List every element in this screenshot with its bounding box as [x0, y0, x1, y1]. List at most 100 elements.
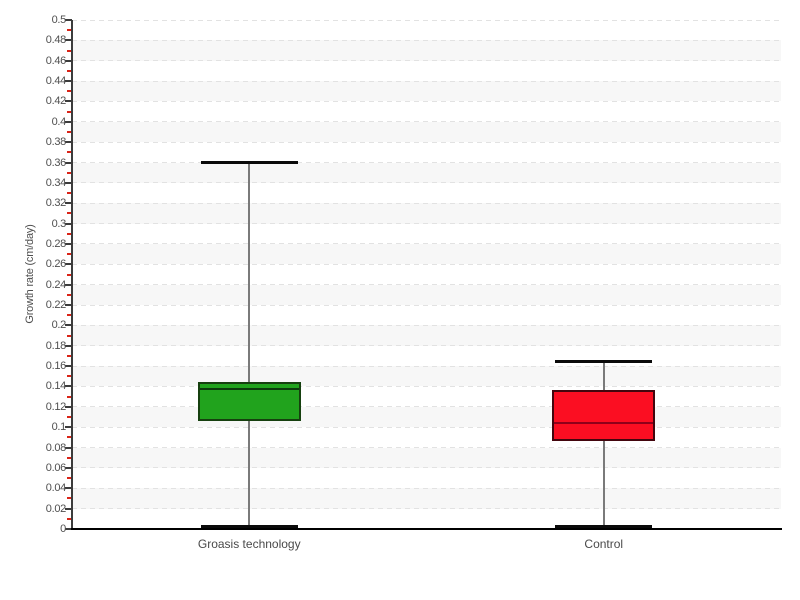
- y-tick-label: 0.26: [45, 258, 67, 271]
- y-axis-tick: [65, 487, 72, 490]
- y-axis-tick: [65, 181, 72, 184]
- gridline: [72, 141, 781, 143]
- median-line: [199, 388, 299, 391]
- y-axis-minor-tick: [67, 192, 71, 195]
- y-axis-tick: [65, 405, 72, 408]
- y-tick-label: 0.04: [45, 482, 67, 495]
- y-tick-label: 0.1: [51, 421, 67, 434]
- y-axis-tick: [65, 507, 72, 510]
- y-axis-tick: [65, 283, 72, 286]
- y-tick-label: 0.34: [45, 176, 67, 189]
- y-axis-tick: [65, 263, 72, 266]
- gridline: [72, 80, 781, 82]
- whisker-cap: [555, 359, 653, 363]
- plot-band: [72, 243, 781, 265]
- gridline: [72, 162, 781, 164]
- x-category-label: Control: [584, 537, 624, 551]
- plot-band: [72, 345, 781, 367]
- y-axis-minor-tick: [67, 253, 71, 256]
- y-axis-tick: [65, 39, 72, 42]
- gridline: [72, 60, 781, 62]
- y-axis-tick: [65, 365, 72, 368]
- y-axis-tick: [65, 19, 72, 21]
- y-tick-label: 0.22: [45, 299, 67, 312]
- y-tick-label: 0.38: [45, 136, 67, 149]
- y-tick-label: 0.16: [45, 360, 67, 373]
- gridline: [72, 304, 781, 306]
- gridline: [72, 345, 781, 347]
- y-tick-label: 0.44: [45, 75, 67, 88]
- whisker-line: [248, 162, 251, 527]
- plot-band: [72, 182, 781, 204]
- y-tick-label: 0.42: [45, 95, 67, 108]
- y-axis-tick: [65, 222, 72, 225]
- y-tick-label: 0.08: [45, 441, 67, 454]
- plot-band: [72, 406, 781, 428]
- y-tick-label: 0.36: [45, 156, 67, 169]
- gridline: [72, 487, 781, 489]
- plot-band: [72, 162, 781, 183]
- y-axis-minor-tick: [67, 273, 71, 276]
- gridline: [72, 243, 781, 245]
- y-axis-minor-tick: [67, 293, 71, 296]
- y-tick-label: 0.46: [45, 54, 67, 67]
- x-category-label: Groasis technology: [197, 537, 301, 551]
- plot-band: [72, 60, 781, 82]
- y-axis-minor-tick: [67, 151, 71, 154]
- y-axis-minor-tick: [67, 517, 71, 520]
- median-line: [554, 422, 654, 425]
- gridline: [72, 365, 781, 367]
- plot-band: [72, 305, 781, 326]
- x-axis-line: [71, 528, 782, 530]
- y-tick-label: 0.02: [45, 502, 67, 515]
- box: [197, 382, 301, 422]
- y-axis-minor-tick: [67, 477, 71, 480]
- gridline: [72, 284, 781, 286]
- y-axis-tick: [65, 120, 72, 123]
- gridline: [72, 426, 781, 428]
- gridline: [72, 447, 781, 449]
- y-axis-tick: [65, 141, 72, 144]
- y-axis-minor-tick: [67, 395, 71, 398]
- y-axis-minor-tick: [67, 375, 71, 378]
- plot-band: [72, 203, 781, 224]
- y-axis-minor-tick: [67, 130, 71, 133]
- y-axis-line: [71, 20, 73, 529]
- gridline: [72, 385, 781, 387]
- gridline: [72, 202, 781, 204]
- plot-band: [72, 366, 781, 387]
- y-axis-tick: [65, 426, 72, 429]
- gridline: [72, 263, 781, 265]
- plot-band: [72, 40, 781, 61]
- plot-band: [72, 81, 781, 102]
- y-axis-tick: [65, 344, 72, 347]
- y-tick-label: 0.32: [45, 197, 67, 210]
- plot-band: [72, 121, 781, 143]
- gridline: [72, 100, 781, 102]
- y-tick-label: 0.5: [51, 14, 67, 26]
- plot-band: [72, 325, 781, 346]
- y-tick-label: 0.4: [51, 115, 67, 128]
- box: [552, 390, 656, 441]
- y-axis-minor-tick: [67, 436, 71, 439]
- plot-band: [72, 467, 781, 489]
- plot-band: [72, 223, 781, 244]
- y-axis-minor-tick: [67, 49, 71, 52]
- y-axis-minor-tick: [67, 334, 71, 337]
- y-tick-label: 0.06: [45, 461, 67, 474]
- y-axis-minor-tick: [67, 416, 71, 419]
- plot-band: [72, 447, 781, 468]
- plot-band: [72, 508, 781, 529]
- y-tick-label: 0.48: [45, 34, 67, 47]
- y-tick-label: 0.18: [45, 339, 67, 352]
- plot-band: [72, 488, 781, 509]
- y-axis-minor-tick: [67, 69, 71, 72]
- y-axis-tick: [65, 466, 72, 469]
- plot-band: [72, 427, 781, 448]
- y-axis-minor-tick: [67, 90, 71, 93]
- whisker-line: [602, 361, 605, 527]
- y-tick-label: 0.28: [45, 237, 67, 250]
- gridline: [72, 223, 781, 225]
- gridline: [72, 324, 781, 326]
